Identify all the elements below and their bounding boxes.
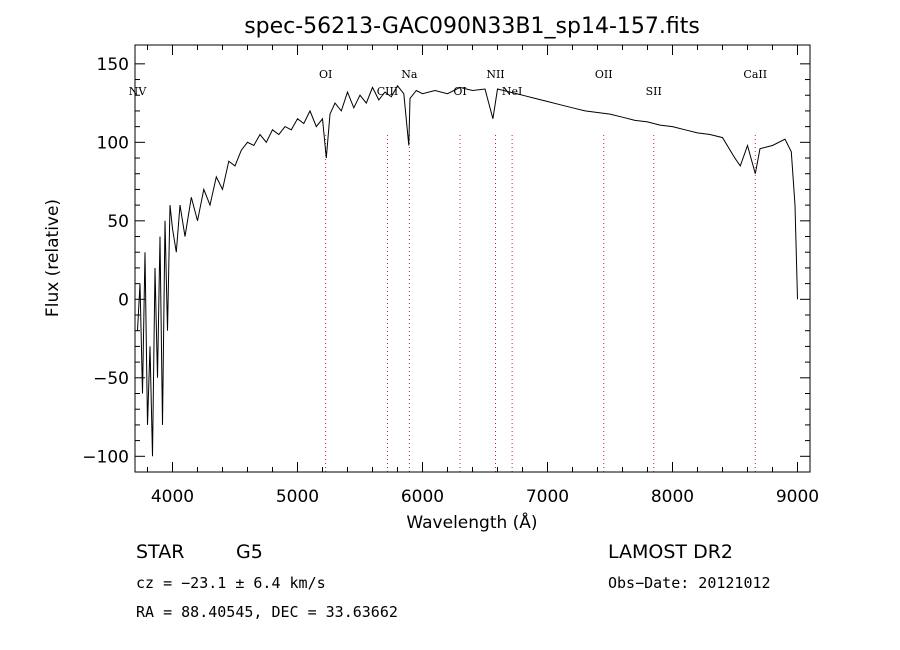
object-class: STAR xyxy=(136,541,184,563)
spectrum-line xyxy=(137,84,798,457)
redshift-velocity: cz = −23.1 ± 6.4 km/s xyxy=(136,574,326,592)
plot-frame xyxy=(134,44,811,473)
line-marker-label: NII xyxy=(486,68,504,81)
line-marker-label: NV xyxy=(129,85,148,98)
x-tick-label: 9000 xyxy=(776,487,819,507)
x-tick-label: 7000 xyxy=(526,487,569,507)
y-tick-label: 150 xyxy=(97,55,129,75)
line-marker-label: OII xyxy=(595,68,613,81)
y-tick-label: −50 xyxy=(93,369,129,389)
coordinates: RA = 88.40545, DEC = 33.63662 xyxy=(136,603,398,621)
line-marker-label: CaII xyxy=(743,68,767,81)
line-marker-label: CIII xyxy=(377,85,398,98)
x-axis-ticks: 4000 5000 6000 7000 8000 9000 xyxy=(147,45,819,507)
survey-name: LAMOST DR2 xyxy=(608,541,733,563)
x-tick-label: 6000 xyxy=(401,487,444,507)
y-tick-label: 0 xyxy=(118,290,129,310)
y-axis-label: Flux (relative) xyxy=(43,199,63,317)
y-tick-label: 50 xyxy=(107,212,129,232)
x-tick-label: 8000 xyxy=(651,487,694,507)
x-tick-label: 5000 xyxy=(276,487,319,507)
line-marker-label: SII xyxy=(646,85,662,98)
spectrum-series xyxy=(137,84,798,457)
x-axis-label: Wavelength (Å) xyxy=(406,511,537,533)
line-marker-label: NeI xyxy=(502,85,522,98)
chart-title: spec-56213-GAC090N33B1_sp14-157.fits xyxy=(244,14,700,39)
object-subclass: G5 xyxy=(236,541,263,563)
observation-date: Obs−Date: 20121012 xyxy=(608,574,771,592)
line-marker-label: Na xyxy=(401,68,418,81)
x-tick-label: 4000 xyxy=(151,487,194,507)
y-axis-ticks: −100 −50 0 50 100 150 xyxy=(82,55,810,467)
y-tick-label: −100 xyxy=(82,447,129,467)
line-marker-label: OI xyxy=(319,68,332,81)
y-tick-label: 100 xyxy=(97,133,129,153)
